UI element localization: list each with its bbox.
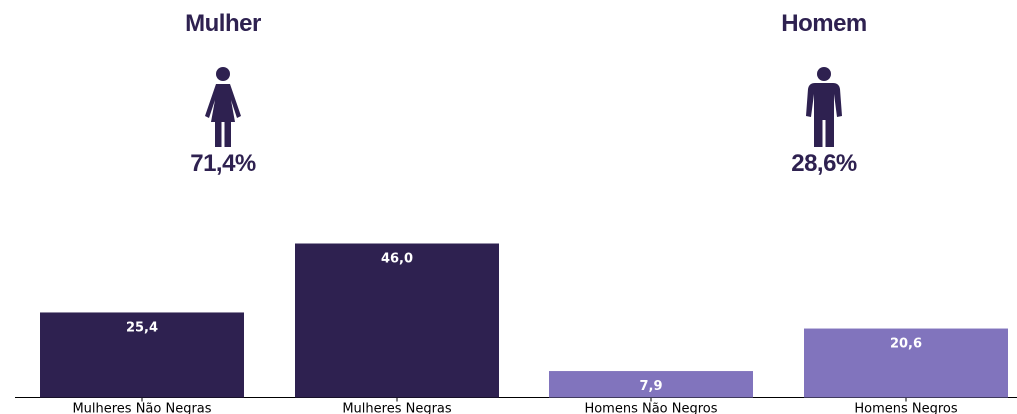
male-percent: 28,6%: [791, 150, 857, 177]
bar-3: [549, 371, 753, 398]
male-person-icon: [806, 67, 842, 147]
bar-value-label: 25,4: [126, 320, 158, 335]
bar-value-label: 7,9: [639, 379, 662, 394]
female-percent: 71,4%: [190, 150, 256, 177]
x-tick-label: Mulheres Não Negras: [72, 402, 211, 414]
bar-value-label: 46,0: [381, 252, 413, 267]
x-tick-label: Homens Negros: [854, 402, 958, 414]
x-tick-label: Homens Não Negros: [584, 402, 717, 414]
bar-2: [295, 243, 499, 398]
bar-4: [804, 328, 1008, 398]
male-title: Homem: [781, 10, 867, 37]
bar-1: [40, 312, 244, 398]
female-person-icon: [205, 67, 241, 147]
male-group: Homem 28,6%: [744, 8, 904, 180]
female-group: Mulher 71,4%: [143, 8, 303, 180]
bar-value-label: 20,6: [890, 337, 922, 352]
female-title: Mulher: [185, 10, 261, 37]
x-tick-label: Mulheres Negras: [342, 402, 452, 414]
